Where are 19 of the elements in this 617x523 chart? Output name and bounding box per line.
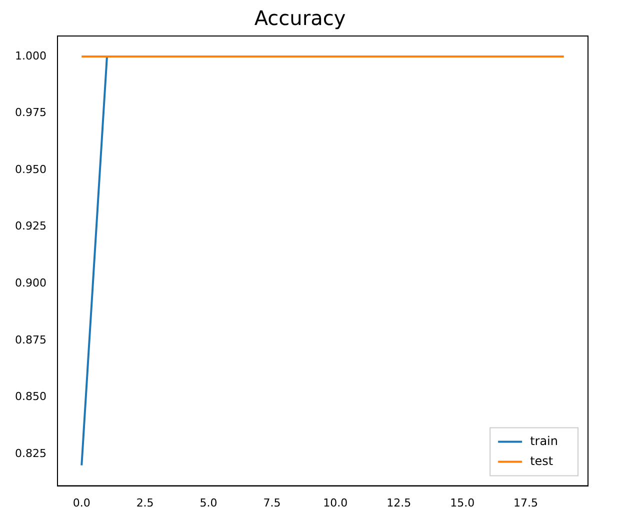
- x-tick-label: 5.0: [200, 496, 218, 510]
- y-tick-label: 1.000: [14, 49, 46, 62]
- x-tick-label: 15.0: [450, 496, 475, 510]
- legend-label: test: [530, 454, 554, 468]
- chart-title: Accuracy: [254, 6, 346, 30]
- x-tick-label: 7.5: [263, 496, 281, 510]
- x-tick-label: 2.5: [136, 496, 154, 510]
- x-tick-label: 0.0: [72, 496, 90, 510]
- x-tick-label: 17.5: [514, 496, 538, 510]
- y-tick-label: 0.975: [14, 106, 46, 120]
- x-tick-label: 10.0: [323, 496, 348, 510]
- y-tick-label: 0.825: [14, 446, 46, 460]
- legend-label: train: [530, 434, 558, 448]
- y-tick-label: 0.875: [14, 333, 46, 346]
- y-tick-label: 0.850: [14, 390, 46, 404]
- y-tick-label: 0.925: [14, 220, 46, 233]
- x-tick-label: 12.5: [386, 496, 412, 510]
- y-tick-label: 0.900: [14, 276, 46, 290]
- y-tick-label: 0.950: [14, 162, 46, 176]
